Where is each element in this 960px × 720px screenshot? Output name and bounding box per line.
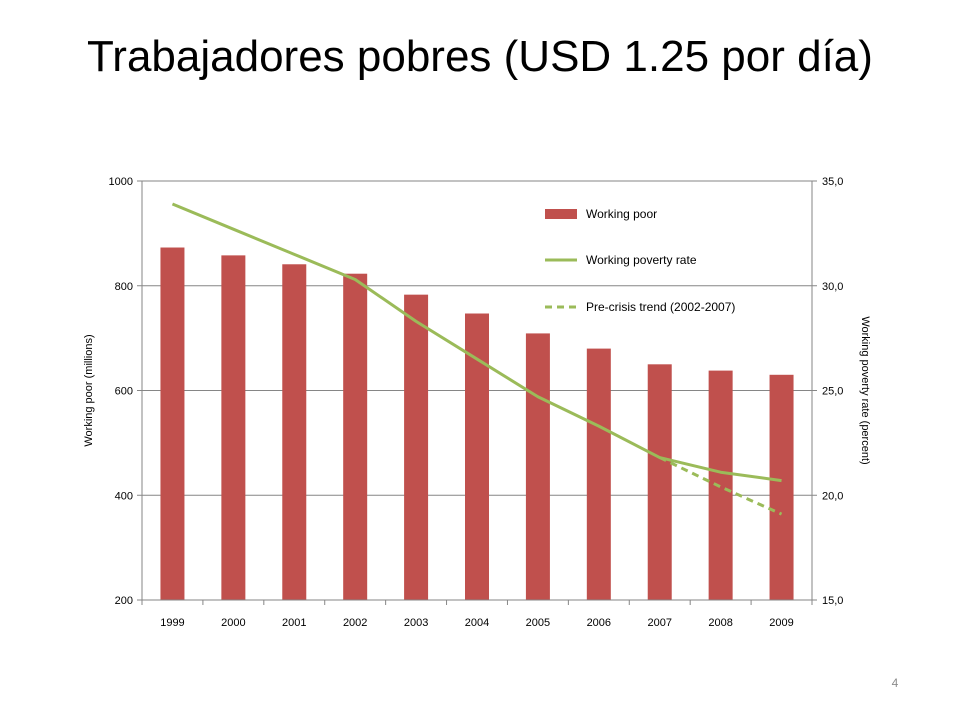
bar-working-poor [160,247,185,601]
y-tick-label: 400 [115,490,133,502]
x-tick-label: 2009 [769,617,793,629]
y-tick-label: 1000 [109,176,133,188]
y2-tick-label: 15,0 [822,595,843,607]
legend-label-working-poverty-rate: Working poverty rate [586,253,697,267]
x-tick-label: 2007 [647,617,671,629]
bar-working-poor [404,294,429,600]
bar-working-poor [282,264,307,600]
bar-working-poor [525,333,550,600]
x-tick-label: 2005 [526,617,550,629]
x-tick-label: 2001 [282,617,306,629]
legend-label-pre-crisis-trend: Pre-crisis trend (2002-2007) [586,300,735,314]
legend-swatch-working-poor [545,209,577,219]
slide-title: Trabajadores pobres (USD 1.25 por día) [87,32,873,81]
bar-working-poor [343,273,368,600]
x-tick-label: 2008 [708,617,732,629]
slide-number: 4 [891,676,899,690]
bar-working-poor [221,255,246,600]
line-pre-crisis-trend [659,456,783,516]
legend: Working poor Working poverty rate Pre-cris… [545,207,735,314]
y2-axis-title: Working poverty rate (percent) [859,316,871,464]
y-axis-title: Working poor (millions) [83,334,95,446]
axes: 200 15,0 400 20,0 600 25,0 800 30,0 1000 35,0 1999… [83,176,871,629]
bar-series [160,247,794,601]
y2-tick-label: 35,0 [822,176,843,188]
x-tick-label: 2003 [404,617,428,629]
bar-working-poor [647,364,672,600]
y2-tick-label: 25,0 [822,386,843,398]
bar-working-poor [586,348,611,600]
x-tick-label: 2002 [343,617,367,629]
y-tick-label: 800 [115,281,133,293]
x-tick-label: 2000 [221,617,245,629]
x-tick-label: 2006 [587,617,611,629]
x-tick-label: 2004 [465,617,489,629]
y2-tick-label: 20,0 [822,490,843,502]
x-tick-label: 1999 [160,617,184,629]
line-series [171,202,783,516]
y-tick-label: 200 [115,595,133,607]
y2-tick-label: 30,0 [822,281,843,293]
legend-label-working-poor: Working poor [586,207,657,221]
line-working-poverty-rate [171,202,782,483]
y-tick-label: 600 [115,386,133,398]
bar-working-poor [465,313,489,600]
bar-working-poor [769,374,794,600]
